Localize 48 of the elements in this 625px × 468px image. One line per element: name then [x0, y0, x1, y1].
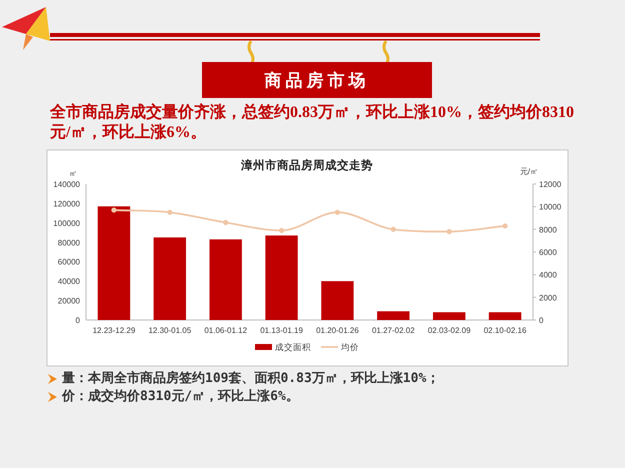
point [334, 210, 340, 215]
y-axis-title: ㎡ [69, 169, 77, 178]
y2-tick-label: 6000 [539, 248, 558, 257]
text: 商品房市场 [264, 71, 370, 90]
y-tick-label: 140000 [53, 180, 81, 189]
point [446, 229, 452, 234]
point [502, 223, 508, 229]
point [390, 226, 396, 232]
point [167, 210, 172, 215]
y-tick-label: 0 [76, 316, 81, 325]
y-tick-label: 100000 [53, 218, 81, 228]
x-tick-label: 02.10-02.16 [484, 326, 527, 335]
text: 量：本周全市商品房签约109套、面积0.83万㎡，环比上涨10%； [62, 371, 440, 387]
bar [432, 312, 466, 320]
y2-tick-label: 0 [539, 316, 544, 325]
x-tick-label: 12.23-12.29 [92, 326, 136, 335]
bar [154, 237, 186, 320]
x-tick-label: 12.30-01.05 [148, 326, 192, 335]
bar [209, 239, 242, 320]
x-tick-label: 01.27-02.02 [372, 326, 416, 335]
y2-tick-label: 12000 [539, 180, 562, 189]
legend-label: 成交面积 [275, 342, 311, 352]
bar [98, 206, 130, 320]
x-tick-label: 02.03-02.09 [428, 326, 472, 335]
y-tick-label: 40000 [58, 277, 81, 286]
x-tick-label: 01.06-01.12 [204, 326, 248, 335]
text: 价：成交均价8310元/㎡，环比上涨6%。 [62, 389, 300, 405]
point [278, 228, 284, 234]
chart-title: 漳州市商品房周成交走势 [240, 158, 373, 172]
y2-tick-label: 4000 [539, 270, 558, 280]
y-tick-label: 20000 [58, 296, 81, 306]
point [223, 220, 228, 226]
x-tick-label: 01.13-01.19 [260, 326, 304, 335]
y-tick-label: 60000 [58, 258, 81, 267]
bar [377, 311, 410, 320]
y2-axis-title: 元/㎡ [520, 167, 538, 176]
point [111, 207, 117, 213]
text: 全市商品房成交量价齐涨，总签约0.83万㎡，环比上涨10%，签约均价8310元/㎡，环比上涨6%。 [50, 103, 575, 143]
bar [488, 312, 522, 320]
y2-tick-label: 8000 [539, 225, 558, 234]
y2-tick-label: 10000 [539, 202, 562, 212]
bar [321, 281, 354, 320]
y2-tick-label: 2000 [539, 293, 558, 302]
bar [265, 235, 298, 320]
legend-label: 均价 [340, 342, 359, 352]
y-tick-label: 120000 [53, 199, 81, 208]
y-tick-label: 80000 [58, 238, 81, 248]
x-tick-label: 01.20-01.26 [316, 326, 360, 335]
